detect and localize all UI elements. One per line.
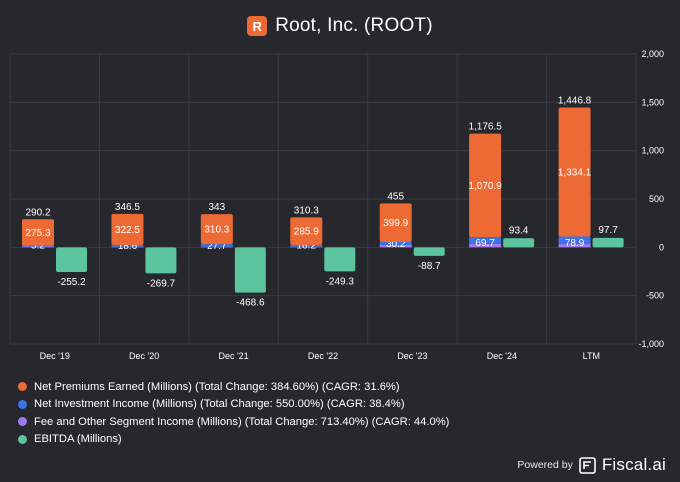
data-label: 310.3	[204, 225, 229, 236]
x-tick-label: Dec '21	[218, 351, 248, 361]
y-tick-label: 500	[649, 194, 664, 204]
bar-fee-and-other-segment-income	[22, 246, 54, 248]
chart-header: R Root, Inc. (ROOT)	[0, 12, 680, 40]
bar-fee-and-other-segment-income	[200, 246, 233, 248]
bar-fee-and-other-segment-income	[111, 246, 144, 248]
bar-fee-and-other-segment-income	[379, 244, 412, 248]
bar-fee-and-other-segment-income	[290, 246, 323, 248]
stack-total-label: 310.3	[294, 205, 319, 216]
legend-label: Net Premiums Earned (Millions) (Total Ch…	[34, 380, 400, 393]
company-logo-icon: R	[247, 16, 268, 36]
x-tick-label: Dec '19	[40, 351, 70, 361]
bar-fee-and-other-segment-income	[469, 243, 502, 248]
bar-ebitda	[234, 247, 266, 293]
data-label: 322.5	[115, 225, 140, 236]
powered-by-label: Powered by	[517, 459, 573, 471]
ebitda-label: -269.7	[147, 278, 176, 289]
data-label: 27.7	[207, 241, 227, 252]
x-tick-label: Dec '20	[129, 351, 159, 361]
legend-swatch	[18, 434, 27, 444]
x-tick-label: Dec '24	[487, 351, 517, 361]
bar-fee-and-other-segment-income	[558, 244, 591, 248]
y-tick-label: 2,000	[641, 49, 664, 59]
data-label: 1,070.9	[468, 181, 502, 192]
data-label: 285.9	[294, 227, 319, 238]
bar-net-premiums-earned	[22, 219, 54, 246]
y-tick-label: 1,500	[641, 97, 664, 107]
bar-net-investment-income	[379, 241, 412, 245]
bar-net-premiums-earned	[200, 214, 233, 245]
legend-item-ebitda[interactable]: EBITDA (Millions)	[18, 431, 449, 449]
legend-label: Net Investment Income (Millions) (Total …	[34, 398, 405, 411]
fiscal-logo-icon	[579, 456, 596, 474]
stack-total-label: 346.5	[115, 202, 140, 213]
bar-net-investment-income	[111, 245, 144, 247]
y-tick-label: 0	[659, 242, 664, 252]
ebitda-label: 97.7	[598, 225, 618, 236]
brand-name: Fiscal.ai	[601, 455, 666, 474]
bar-net-investment-income	[558, 236, 591, 245]
bar-net-investment-income	[22, 245, 54, 247]
stack-total-label: 1,446.8	[558, 95, 592, 106]
ebitda-label: -468.6	[236, 298, 265, 309]
bar-ebitda	[413, 247, 445, 256]
y-tick-label: -500	[646, 291, 664, 301]
legend-label: Fee and Other Segment Income (Millions) …	[34, 415, 450, 428]
bar-net-premiums-earned	[379, 203, 412, 242]
powered-by[interactable]: Powered by Fiscal.ai	[517, 455, 666, 475]
ebitda-label: -249.3	[326, 276, 355, 287]
legend-item-net-premiums[interactable]: Net Premiums Earned (Millions) (Total Ch…	[18, 378, 449, 396]
bar-net-premiums-earned	[111, 213, 144, 246]
ebitda-label: -255.2	[57, 277, 86, 288]
data-label: 275.3	[25, 228, 50, 239]
ebitda-label: 93.4	[509, 225, 529, 236]
bar-ebitda	[56, 247, 87, 273]
stack-total-label: 343	[209, 202, 226, 213]
bar-net-premiums-earned	[469, 133, 502, 238]
legend-swatch	[18, 399, 27, 409]
data-label: 18.6	[118, 241, 138, 252]
legend-item-net-investment[interactable]: Net Investment Income (Millions) (Total …	[18, 396, 449, 414]
bar-net-premiums-earned	[558, 107, 591, 237]
chart-title: Root, Inc. (ROOT)	[275, 15, 433, 36]
chart-legend: Net Premiums Earned (Millions) (Total Ch…	[18, 378, 449, 448]
bar-ebitda	[503, 238, 535, 248]
bar-ebitda	[592, 237, 624, 248]
stack-total-label: 290.2	[25, 207, 50, 218]
y-tick-label: -1,000	[638, 339, 664, 349]
x-tick-label: Dec '23	[397, 351, 427, 361]
bar-net-premiums-earned	[290, 217, 323, 245]
bar-ebitda	[145, 247, 177, 274]
data-label: 399.9	[383, 218, 408, 229]
data-label: 18.2	[297, 241, 317, 252]
stack-total-label: 455	[387, 191, 404, 202]
y-tick-label: 1,000	[641, 146, 664, 156]
legend-swatch	[18, 382, 27, 392]
data-label: 78.9	[565, 238, 585, 249]
data-label: 30.2	[386, 239, 406, 250]
data-label: 69.7	[475, 238, 495, 249]
legend-item-fee-income[interactable]: Fee and Other Segment Income (Millions) …	[18, 413, 449, 431]
x-tick-label: LTM	[583, 351, 600, 361]
legend-swatch	[18, 417, 27, 427]
x-tick-label: Dec '22	[308, 351, 338, 361]
bar-ebitda	[324, 247, 356, 272]
bar-net-investment-income	[290, 244, 323, 247]
stack-total-label: 1,176.5	[468, 122, 502, 133]
data-label: 5.2	[31, 240, 45, 251]
bar-net-investment-income	[200, 244, 233, 247]
ebitda-label: -88.7	[418, 261, 441, 272]
bar-net-investment-income	[469, 237, 502, 244]
legend-label: EBITDA (Millions)	[34, 433, 122, 446]
data-label: 1,334.1	[558, 167, 592, 178]
